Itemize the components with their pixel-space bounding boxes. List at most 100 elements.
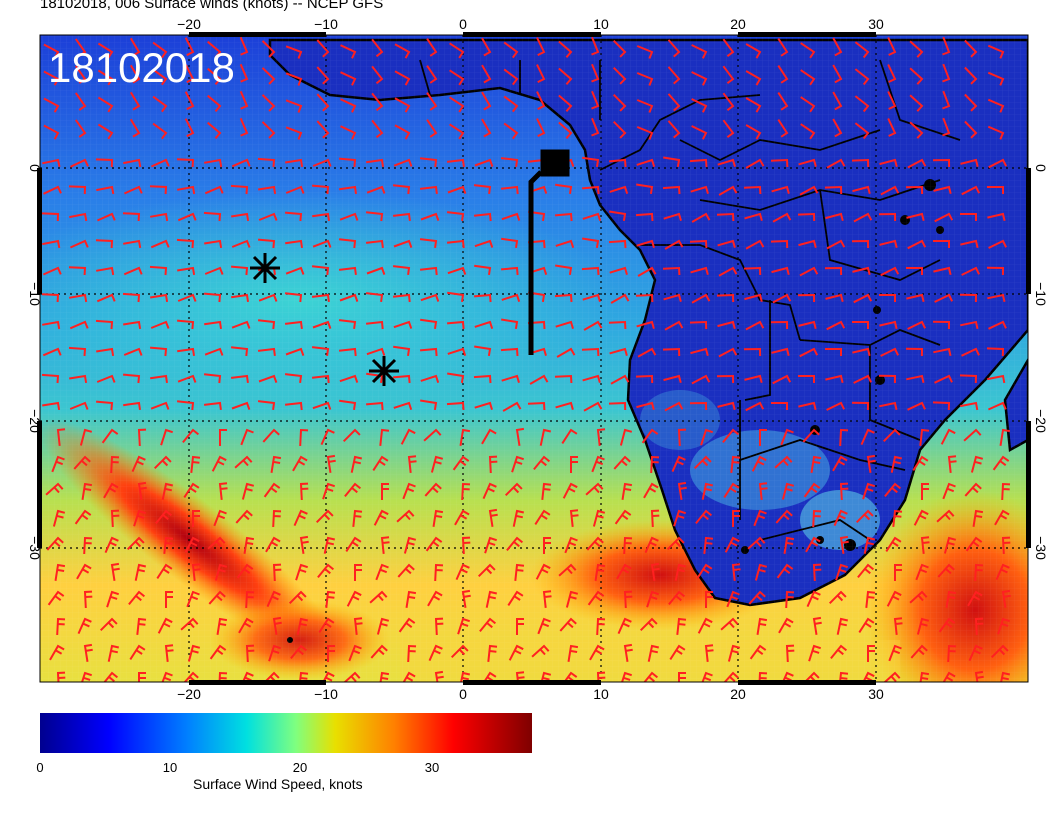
wind-barb bbox=[207, 67, 222, 86]
wind-barb bbox=[504, 482, 523, 497]
wind-barb bbox=[621, 482, 633, 500]
wind-barb bbox=[163, 536, 174, 555]
wind-barb bbox=[236, 563, 254, 579]
wind-barb bbox=[890, 455, 903, 473]
wind-barb bbox=[623, 643, 633, 662]
wind-barb bbox=[402, 671, 416, 682]
wind-barb bbox=[373, 509, 389, 526]
wind-barb bbox=[459, 428, 471, 446]
wind-barb bbox=[177, 293, 197, 302]
wind-barb bbox=[812, 509, 822, 528]
wind-barb bbox=[487, 644, 498, 663]
wind-barb bbox=[909, 40, 924, 58]
wind-barb bbox=[689, 320, 708, 330]
wind-barb bbox=[800, 69, 816, 86]
wind-barb bbox=[150, 401, 170, 410]
wind-barb bbox=[99, 617, 118, 632]
wind-barb bbox=[268, 644, 282, 662]
wind-barb bbox=[241, 482, 255, 500]
wind-barb bbox=[455, 563, 470, 581]
wind-barb bbox=[184, 536, 200, 553]
wind-barb bbox=[182, 428, 200, 444]
wind-barb bbox=[800, 42, 816, 59]
wind-barb bbox=[96, 212, 116, 222]
wind-barb bbox=[500, 185, 519, 195]
wind-barb bbox=[812, 563, 822, 582]
wind-barb bbox=[987, 293, 1006, 303]
wind-barb bbox=[272, 563, 282, 582]
wind-barb bbox=[95, 158, 114, 168]
wind-barb bbox=[381, 483, 389, 500]
wind-barb bbox=[245, 590, 255, 609]
wind-barb bbox=[832, 455, 848, 472]
wind-barb bbox=[348, 644, 362, 662]
wind-barb bbox=[880, 347, 899, 357]
wind-barb bbox=[912, 455, 929, 471]
wind-barb bbox=[839, 535, 849, 554]
wind-barb bbox=[204, 158, 223, 168]
wind-barb bbox=[350, 455, 363, 473]
wind-barb bbox=[596, 617, 606, 636]
wind-barb bbox=[852, 321, 869, 329]
wind-barb bbox=[961, 266, 980, 276]
wind-barb bbox=[110, 562, 120, 581]
wind-barb bbox=[290, 644, 308, 660]
wind-barb bbox=[537, 617, 551, 635]
wind-barb bbox=[1001, 589, 1011, 608]
wind-barb bbox=[393, 158, 413, 167]
wind-barb bbox=[176, 238, 195, 249]
wind-barb bbox=[96, 374, 116, 383]
wind-barb bbox=[152, 122, 168, 140]
wind-barb bbox=[69, 293, 88, 303]
wind-barbs bbox=[41, 36, 1011, 682]
wind-barb bbox=[474, 345, 492, 357]
wind-barb bbox=[616, 563, 632, 580]
wind-barb bbox=[751, 455, 767, 472]
wind-barb bbox=[122, 292, 141, 303]
wind-barb bbox=[743, 266, 762, 276]
wind-barb bbox=[508, 644, 524, 661]
wind-barb bbox=[691, 293, 711, 304]
wind-barb bbox=[230, 346, 249, 357]
wind-barb bbox=[907, 320, 926, 330]
wind-barb bbox=[772, 293, 792, 304]
wind-barb bbox=[450, 644, 469, 659]
wind-barb bbox=[664, 401, 684, 412]
wind-barb bbox=[481, 118, 492, 138]
wind-barb bbox=[481, 64, 492, 84]
wind-barb bbox=[594, 563, 606, 581]
wind-barb bbox=[42, 239, 61, 249]
wind-barb bbox=[137, 428, 147, 447]
wind-barb bbox=[473, 374, 492, 384]
wind-barb bbox=[832, 118, 843, 138]
wind-barb bbox=[879, 239, 898, 249]
wind-barb bbox=[43, 185, 62, 195]
wind-barb bbox=[231, 239, 251, 248]
wind-barb bbox=[354, 564, 362, 581]
wind-barb bbox=[218, 482, 228, 501]
wind-barb bbox=[393, 401, 413, 411]
wind-barb bbox=[886, 590, 902, 607]
wind-barb bbox=[500, 157, 519, 168]
wind-barb bbox=[968, 644, 983, 662]
wind-barb bbox=[149, 185, 168, 195]
wind-barb bbox=[664, 320, 684, 331]
wind-barb bbox=[528, 266, 548, 276]
wind-barb bbox=[987, 44, 1005, 59]
wind-barb bbox=[70, 158, 89, 168]
wind-barb bbox=[832, 37, 843, 57]
wind-barb bbox=[663, 374, 682, 384]
wind-barb bbox=[129, 644, 146, 660]
wind-barb bbox=[419, 238, 438, 249]
wind-barb bbox=[285, 99, 303, 113]
wind-barb bbox=[74, 38, 87, 57]
wind-barb bbox=[338, 319, 357, 330]
wind-barb bbox=[785, 590, 795, 609]
wind-barb bbox=[430, 455, 444, 473]
wind-barb bbox=[420, 347, 438, 357]
wind-barb bbox=[671, 455, 686, 473]
wind-barb bbox=[567, 644, 579, 662]
wind-barb bbox=[723, 482, 740, 498]
wind-barb bbox=[42, 401, 61, 411]
wind-barb bbox=[503, 41, 519, 59]
